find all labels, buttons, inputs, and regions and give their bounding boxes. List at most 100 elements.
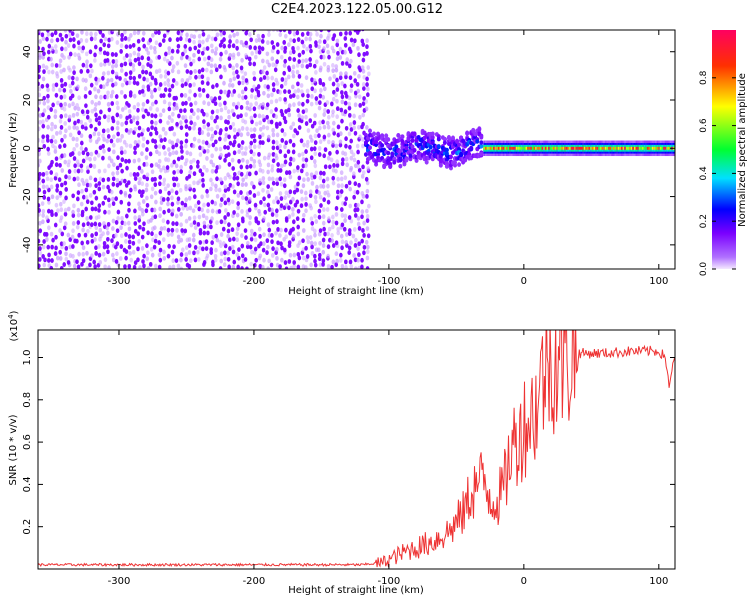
spectrogram-cell	[148, 81, 153, 87]
spectrogram-cell	[269, 99, 274, 105]
spectrogram-cell	[184, 257, 188, 262]
spectrogram-cell	[204, 215, 209, 221]
spectrogram-cell	[75, 102, 79, 108]
spectrogram-cell	[275, 219, 279, 225]
spectrogram-cell	[184, 158, 189, 163]
spectrogram-cell	[217, 95, 222, 101]
spectrogram-cell	[367, 203, 371, 209]
spectrogram-cell	[222, 80, 226, 86]
spectrogram-cell	[50, 69, 55, 75]
spectrogram-cell	[284, 234, 288, 240]
spectrogram-cell	[217, 208, 222, 214]
spectrogram-cell	[218, 136, 222, 142]
spectrogram-x-tick-label: 0	[521, 276, 527, 287]
spectrogram-cell	[213, 30, 218, 32]
spectrogram-cell	[206, 101, 211, 107]
spectrogram-cell	[137, 46, 141, 52]
spectrogram-cell	[201, 139, 206, 145]
spectrogram-cell	[53, 251, 58, 256]
spectrogram-cell	[322, 39, 327, 45]
spectrogram-cell	[119, 89, 124, 95]
spectrogram-cell	[261, 140, 265, 146]
spectrogram-cell	[194, 74, 198, 80]
spectrogram-cell	[313, 253, 317, 259]
spectrogram-cell	[107, 209, 111, 215]
spectrogram-cell	[72, 70, 76, 76]
spectrogram-cell	[101, 84, 106, 90]
spectrogram-cell	[317, 208, 322, 214]
spectrogram-cell	[75, 111, 80, 117]
spectrogram-cell	[249, 127, 254, 133]
spectrogram-cell	[217, 164, 222, 170]
spectrogram-cell	[211, 234, 216, 240]
spectrogram-cell	[248, 215, 252, 220]
spectrogram-cell	[142, 92, 146, 98]
spectrogram-cell	[45, 237, 49, 242]
spectrogram-cell	[105, 94, 110, 100]
spectrogram-cell	[292, 252, 297, 258]
spectrogram-cell	[260, 132, 265, 138]
spectrogram-cell	[230, 227, 235, 233]
spectrogram-cell	[327, 216, 331, 222]
spectrogram-cell	[327, 132, 331, 138]
spectrogram-cell	[145, 147, 149, 152]
spectrogram-cell	[396, 133, 401, 138]
spectrogram-cell	[288, 252, 293, 258]
spectrogram-cell	[296, 108, 300, 113]
spectrogram-cell	[114, 259, 119, 264]
spectrogram-cell	[243, 151, 248, 156]
spectrogram-cell	[209, 63, 214, 69]
spectrogram-cell	[300, 151, 305, 157]
spectrogram-cell	[72, 37, 76, 42]
spectrogram-core	[557, 146, 561, 150]
spectrogram-cell	[184, 197, 189, 203]
spectrogram-cell	[68, 132, 73, 138]
spectrogram-cell	[455, 139, 460, 144]
spectrogram-cell	[284, 77, 288, 83]
spectrogram-cell	[244, 53, 248, 58]
spectrogram-cell	[38, 100, 42, 105]
spectrogram-cell	[166, 82, 171, 88]
spectrogram-cell	[331, 175, 336, 181]
spectrogram-cell	[174, 163, 179, 169]
spectrogram-cell	[150, 119, 154, 125]
spectrogram-cell	[253, 231, 257, 237]
spectrogram-cell	[331, 140, 335, 145]
spectrogram-cell	[44, 65, 49, 71]
spectrogram-cell	[197, 130, 202, 136]
spectrogram-cell	[209, 57, 214, 63]
spectrogram-y-tick-label: 20	[22, 94, 33, 107]
spectrogram-cell	[192, 136, 197, 142]
spectrogram-cell	[353, 38, 357, 44]
spectrogram-cell	[336, 50, 340, 56]
spectrogram-cell	[210, 199, 215, 205]
spectrogram-cell	[59, 102, 63, 108]
spectrogram-cell	[284, 140, 288, 146]
spectrogram-cell	[288, 161, 293, 167]
spectrogram-cell	[170, 140, 175, 146]
spectrogram-cell	[206, 24, 210, 29]
spectrogram-cell	[209, 159, 214, 165]
spectrogram-cell	[193, 257, 198, 263]
spectrogram-cell	[81, 251, 85, 257]
spectrogram-cell	[111, 176, 116, 182]
spectrogram-cell	[226, 197, 231, 203]
spectrogram-cell	[301, 109, 306, 115]
spectrogram-cell	[291, 234, 296, 239]
spectrogram-cell	[167, 101, 172, 107]
spectrogram-cell	[79, 69, 84, 74]
spectrogram-cell	[252, 144, 257, 150]
spectrogram-core	[491, 146, 495, 150]
spectrogram-cell	[80, 109, 85, 115]
spectrogram-cell	[348, 30, 353, 36]
spectrogram-cell	[188, 46, 192, 52]
spectrogram-cell	[318, 228, 323, 234]
spectrogram-cell	[232, 32, 236, 38]
spectrogram-cell	[244, 182, 248, 187]
spectrogram-cell	[444, 151, 449, 156]
spectrogram-core	[653, 146, 657, 150]
spectrogram-cell	[79, 201, 84, 207]
spectrogram-cell	[341, 23, 345, 28]
spectrogram-cell	[257, 37, 262, 43]
spectrogram-cell	[313, 262, 318, 268]
